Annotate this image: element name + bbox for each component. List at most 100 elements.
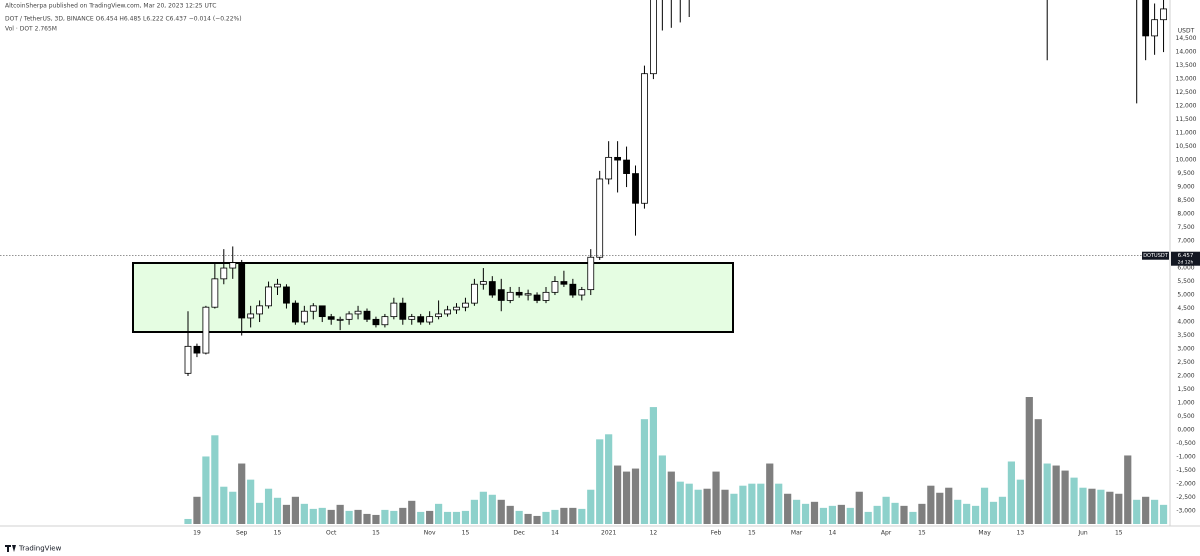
volume-bar xyxy=(408,500,416,524)
volume-bar xyxy=(721,489,729,524)
volume-bar xyxy=(247,479,255,524)
brand: TradingView xyxy=(18,545,62,553)
volume-bar xyxy=(927,485,935,524)
volume-bar xyxy=(282,504,291,524)
volume-bar xyxy=(435,503,443,524)
symbol-line: DOT / TetherUS, 3D, BINANCE O6.454 H6.48… xyxy=(5,16,242,23)
volume-bar xyxy=(309,508,317,524)
candle-body xyxy=(274,283,281,288)
x-tick-label: Dec xyxy=(513,530,525,537)
y-tick-label: 14,500 xyxy=(1176,35,1197,42)
volume-bar xyxy=(998,496,1007,524)
volume-bar xyxy=(989,501,998,524)
candle-body xyxy=(444,309,451,315)
candle-body xyxy=(551,281,559,293)
candle-body xyxy=(202,306,210,354)
x-tick-label: 14 xyxy=(551,530,559,537)
brand-logo xyxy=(5,545,16,552)
volume-bar xyxy=(202,456,210,524)
volume-bar xyxy=(381,509,389,524)
candle-body xyxy=(381,316,389,326)
volume-bar xyxy=(855,491,863,524)
volume-bar xyxy=(229,491,237,524)
volume-bar xyxy=(873,505,881,524)
axes: 14,500 14,000 13,500 13,000 12,500 12,000 11,5… xyxy=(0,35,1200,537)
candle-body xyxy=(345,313,353,320)
volume-bar xyxy=(1106,491,1114,524)
volume-bar xyxy=(882,496,890,524)
volume-bar xyxy=(443,511,452,524)
volume-bar xyxy=(828,505,836,524)
volume-bar xyxy=(426,510,434,524)
candle-body xyxy=(318,305,326,318)
volume-bar xyxy=(945,487,953,524)
candle-body xyxy=(390,302,398,318)
candle-body xyxy=(408,316,416,320)
volume-bar xyxy=(954,499,962,524)
x-tick-label: 15 xyxy=(748,530,756,537)
symbol-label: DOTUSDT xyxy=(1143,253,1169,259)
y-tick-label: 9,500 xyxy=(1177,170,1194,177)
y-tick-label: 0,500 xyxy=(1177,413,1194,420)
volume-bar xyxy=(193,496,201,524)
candle-body xyxy=(623,159,630,174)
candle-body xyxy=(399,302,407,320)
volume-bar xyxy=(605,434,613,524)
x-tick-label: 2021 xyxy=(601,530,616,537)
volume-bar xyxy=(1007,461,1015,524)
volume-bar xyxy=(622,471,631,524)
volume-bar xyxy=(712,471,720,524)
y-tick-label: -2,500 xyxy=(1176,494,1196,501)
x-tick-label: Sep xyxy=(236,530,248,537)
candle-body xyxy=(327,316,335,320)
price-label: 6.457 xyxy=(1178,253,1194,259)
y-tick-label: 1,500 xyxy=(1177,386,1194,393)
volume-bar xyxy=(220,486,228,524)
candle-body xyxy=(596,178,604,258)
volume-bar xyxy=(963,503,971,524)
y-tick-label: -0,500 xyxy=(1176,440,1196,447)
candle-body xyxy=(372,318,380,326)
candle-body xyxy=(229,262,237,269)
volume-bar xyxy=(864,511,872,524)
y-tick-label: 3,000 xyxy=(1177,346,1194,353)
volume-bar xyxy=(819,507,828,524)
candle-body xyxy=(560,281,568,285)
volume-bar xyxy=(676,481,684,524)
volume-bar xyxy=(775,483,783,524)
volume-bar xyxy=(497,499,505,524)
y-tick-label: 10,500 xyxy=(1176,143,1197,150)
y-tick-label: 8,000 xyxy=(1177,211,1194,218)
volume-bar xyxy=(1016,479,1024,524)
candle-body xyxy=(470,283,478,304)
volume-bar xyxy=(1034,419,1042,524)
volume-bar xyxy=(1025,397,1033,524)
volume-bar xyxy=(614,465,622,524)
countdown-label: 2d 12h xyxy=(1178,260,1194,266)
volume-bar xyxy=(846,507,854,524)
candle-body xyxy=(506,291,514,301)
volume-bar xyxy=(461,510,470,524)
candle-body xyxy=(515,291,523,296)
y-tick-label: 6,000 xyxy=(1177,265,1194,272)
candle-body xyxy=(426,316,434,323)
candle-body xyxy=(300,310,308,323)
candle-body xyxy=(587,256,595,291)
volume-bar xyxy=(703,488,711,524)
candle-body xyxy=(488,281,496,296)
x-tick-label: 15 xyxy=(372,530,380,537)
volume-bar xyxy=(1142,496,1150,524)
volume-bar xyxy=(1124,455,1132,524)
volume-bar xyxy=(748,483,756,524)
volume-bar xyxy=(1133,499,1141,524)
candle-body xyxy=(256,305,264,315)
y-tick-label: -3,000 xyxy=(1176,507,1196,514)
y-tick-label: 5,000 xyxy=(1177,292,1194,299)
y-tick-label: -2,000 xyxy=(1176,480,1196,487)
y-tick-label: 9,000 xyxy=(1177,184,1194,191)
x-tick-label: Apr xyxy=(881,530,892,537)
candle-body xyxy=(524,293,532,296)
volume-bar xyxy=(542,511,550,524)
candle-body xyxy=(542,291,550,301)
